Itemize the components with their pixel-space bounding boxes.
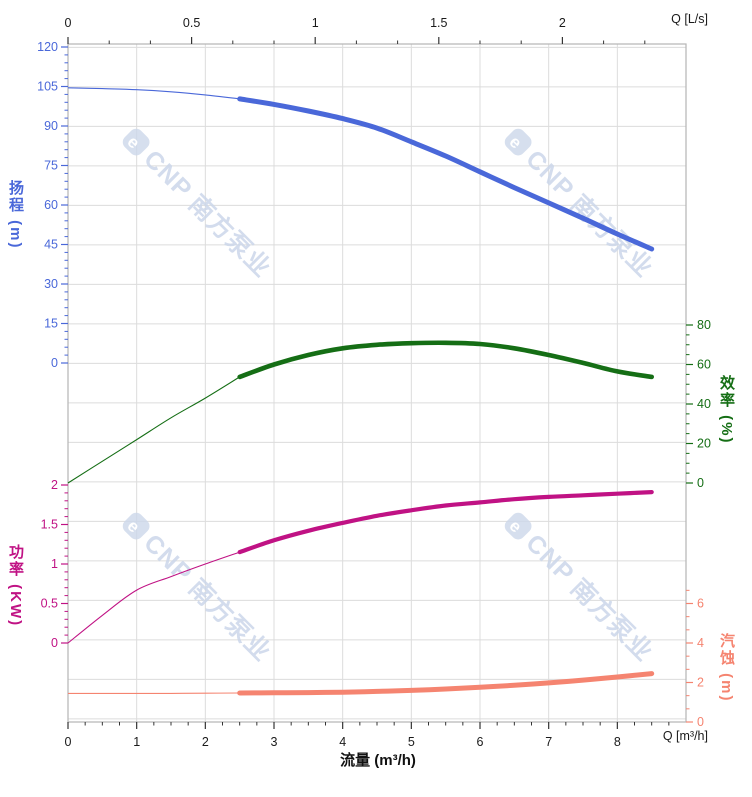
tick-label: 90 [44,119,58,133]
tick-label: 1.5 [41,518,58,532]
efficiency-curve-thin [67,376,240,484]
watermark-text: CNP 南方泵业 [138,144,277,283]
power-axis-title: 功率 (KW) [7,544,24,628]
tick-label: 2 [559,16,566,30]
tick-label: 40 [697,397,711,411]
power-curve [237,490,654,555]
tick-label: 2 [202,735,209,749]
npsh-axis-title: 汽蚀 (m) [718,633,735,703]
tick-label: 1 [51,557,58,571]
efficiency-curve [237,340,654,380]
bottom-axis-unit-label: Q [m³/h] [662,729,708,743]
tick-label: 1.5 [430,16,447,30]
tick-label: 6 [477,735,484,749]
tick-label: 105 [37,80,58,94]
tick-label: 1 [312,16,319,30]
watermark-text: CNP 南方泵业 [520,528,659,667]
tick-label: 75 [44,159,58,173]
tick-label: 2 [697,675,704,689]
tick-label: 120 [37,40,58,54]
tick-label: 4 [339,735,346,749]
tick-label: 0 [697,715,704,729]
top-axis-unit-label: Q [L/s] [671,12,708,26]
tick-label: 30 [44,277,58,291]
tick-label: 4 [697,636,704,650]
tick-label: 80 [697,318,711,332]
tick-label: 0.5 [183,16,200,30]
tick-label: 15 [44,317,58,331]
tick-label: 60 [697,358,711,372]
head-axis-title: 扬程 (m) [7,180,24,250]
npsh-curve [237,671,655,696]
tick-label: 8 [614,735,621,749]
tick-label: 20 [697,437,711,451]
tick-label: 3 [271,735,278,749]
head-curve [237,96,655,252]
tick-label: 1 [133,735,140,749]
tick-label: 0 [65,735,72,749]
tick-label: 60 [44,198,58,212]
x-axis-title: 流量 (m³/h) [340,752,416,769]
tick-label: 2 [51,478,58,492]
tick-label: 0 [65,16,72,30]
watermark-text: CNP 南方泵业 [520,144,659,283]
head-curve-thin [67,87,240,100]
efficiency-axis-title: 效率 (%) [718,375,735,445]
watermark-text: CNP 南方泵业 [138,528,277,667]
tick-label: 7 [545,735,552,749]
power-curve-thin [67,551,240,644]
tick-label: 0.5 [41,597,58,611]
tick-label: 6 [697,596,704,610]
tick-label: 0 [697,476,704,490]
tick-label: 0 [51,356,58,370]
tick-label: 45 [44,238,58,252]
tick-label: 5 [408,735,415,749]
tick-label: 0 [51,636,58,650]
